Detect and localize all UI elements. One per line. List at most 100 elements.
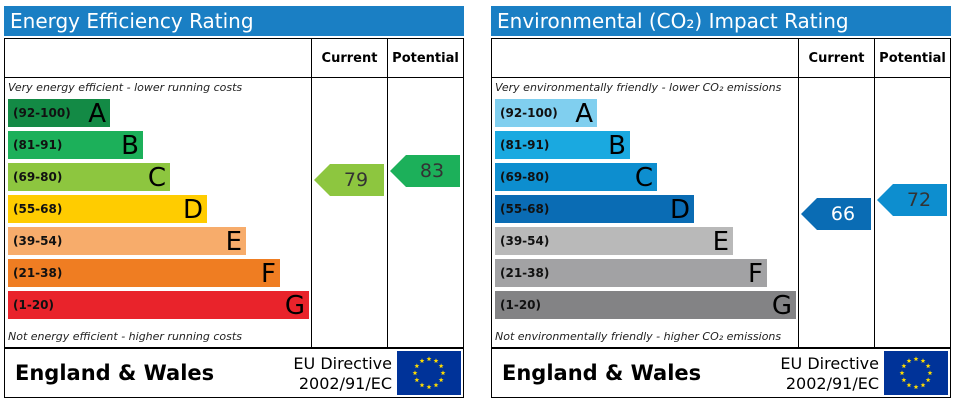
flag-star <box>925 377 931 383</box>
rating-band-d: (55-68) D <box>8 195 207 225</box>
flag-star <box>419 382 425 388</box>
flag-star <box>426 356 432 362</box>
band-range-label: (69-80) <box>500 170 550 184</box>
top-note: Very environmentally friendly - lower CO… <box>495 81 782 94</box>
bottom-note: Not environmentally friendly - higher CO… <box>495 330 782 343</box>
flag-star <box>920 382 926 388</box>
band-range-label: (21-38) <box>13 266 63 280</box>
header-divider <box>492 77 950 78</box>
flag-star <box>906 358 912 363</box>
rating-band-a: (92-100) A <box>495 99 597 129</box>
flag-star <box>414 377 420 383</box>
directive-line2: 2002/91/EC <box>298 374 392 393</box>
rating-band-c: (69-80) C <box>495 163 657 193</box>
flag-star <box>433 358 439 363</box>
eu-directive: EU Directive 2002/91/EC <box>775 354 879 394</box>
eu-flag-icon <box>397 351 461 395</box>
band-letter: E <box>712 227 729 257</box>
flag-star <box>414 363 420 369</box>
rating-band-g: (1-20) G <box>8 291 309 321</box>
potential-rating-arrow-value: 72 <box>906 189 932 211</box>
energy-efficiency-panel: Energy Efficiency Rating Current Potenti… <box>4 6 464 398</box>
rating-band-d: (55-68) D <box>495 195 694 225</box>
flag-star <box>412 370 418 376</box>
band-letter: B <box>608 131 626 161</box>
current-column-header: Current <box>321 51 378 66</box>
band-range-label: (81-91) <box>500 138 550 152</box>
column-divider <box>798 39 799 349</box>
band-letter: G <box>284 291 305 321</box>
band-range-label: (55-68) <box>13 202 63 216</box>
band-letter: F <box>748 259 763 289</box>
eu-flag-icon <box>884 351 948 395</box>
band-letter: A <box>88 99 106 129</box>
flag-star <box>901 377 907 383</box>
band-letter: B <box>121 131 139 161</box>
band-range-label: (1-20) <box>13 298 54 312</box>
flag-star <box>913 356 919 362</box>
top-note: Very energy efficient - lower running co… <box>8 81 243 94</box>
band-letter: A <box>575 99 593 129</box>
eu-directive: EU Directive 2002/91/EC <box>288 354 392 394</box>
band-letter: C <box>634 163 653 193</box>
bottom-note: Not energy efficient - higher running co… <box>8 330 242 343</box>
band-letter: C <box>147 163 166 193</box>
rating-band-b: (81-91) B <box>8 131 143 161</box>
flag-star <box>899 370 905 376</box>
current-rating-arrow: 66 <box>801 198 871 230</box>
current-rating-arrow: 79 <box>314 164 384 196</box>
region-label: England & Wales <box>15 361 215 385</box>
flag-star <box>440 370 446 376</box>
flag-star <box>438 377 444 383</box>
directive-line1: EU Directive <box>780 354 879 373</box>
current-rating-arrow-value: 79 <box>343 169 369 191</box>
rating-band-a: (92-100) A <box>8 99 110 129</box>
band-range-label: (21-38) <box>500 266 550 280</box>
potential-column-header: Potential <box>879 51 946 66</box>
flag-star <box>906 382 912 388</box>
flag-star <box>426 384 432 390</box>
rating-band-f: (21-38) F <box>495 259 767 289</box>
flag-star <box>920 358 926 363</box>
column-divider <box>387 39 388 349</box>
rating-band-f: (21-38) F <box>8 259 280 289</box>
band-range-label: (1-20) <box>500 298 541 312</box>
rating-frame: Current Potential Very environmentally f… <box>491 38 951 398</box>
band-letter: F <box>261 259 276 289</box>
potential-rating-arrow: 72 <box>877 184 947 216</box>
flag-star <box>438 363 444 369</box>
band-range-label: (92-100) <box>500 106 558 120</box>
flag-star <box>419 358 425 363</box>
flag-star <box>927 370 933 376</box>
header-divider <box>5 77 463 78</box>
band-range-label: (81-91) <box>13 138 63 152</box>
flag-star <box>901 363 907 369</box>
flag-star <box>925 363 931 369</box>
environmental-impact-panel: Environmental (CO₂) Impact Rating Curren… <box>491 6 951 398</box>
band-range-label: (39-54) <box>13 234 63 248</box>
rating-band-e: (39-54) E <box>495 227 733 257</box>
flag-star <box>433 382 439 388</box>
band-letter: G <box>771 291 792 321</box>
rating-band-b: (81-91) B <box>495 131 630 161</box>
flag-star <box>913 384 919 390</box>
panel-title: Energy Efficiency Rating <box>4 6 464 36</box>
column-divider <box>874 39 875 349</box>
rating-band-c: (69-80) C <box>8 163 170 193</box>
rating-frame: Current Potential Very energy efficient … <box>4 38 464 398</box>
potential-column-header: Potential <box>392 51 459 66</box>
current-column-header: Current <box>808 51 865 66</box>
footer-divider <box>492 347 950 349</box>
current-rating-arrow-value: 66 <box>830 203 856 225</box>
rating-band-e: (39-54) E <box>8 227 246 257</box>
band-range-label: (92-100) <box>13 106 71 120</box>
panel-title: Environmental (CO₂) Impact Rating <box>491 6 951 36</box>
potential-rating-arrow-value: 83 <box>419 160 445 182</box>
rating-band-g: (1-20) G <box>495 291 796 321</box>
band-range-label: (39-54) <box>500 234 550 248</box>
column-divider <box>311 39 312 349</box>
footer-divider <box>5 347 463 349</box>
band-letter: E <box>225 227 242 257</box>
potential-rating-arrow: 83 <box>390 155 460 187</box>
region-label: England & Wales <box>502 361 702 385</box>
